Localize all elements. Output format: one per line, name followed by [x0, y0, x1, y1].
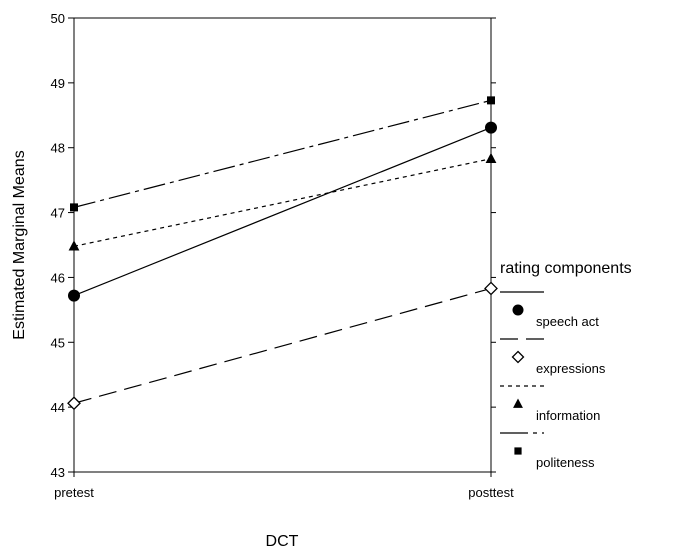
data-point-circle — [512, 304, 524, 316]
data-point-triangle — [485, 152, 497, 163]
legend-label: expressions — [536, 361, 606, 376]
y-axis-title: Estimated Marginal Means — [11, 150, 28, 339]
data-point-triangle — [513, 398, 523, 408]
legend-label: information — [536, 408, 600, 423]
data-point-diamond — [484, 281, 498, 296]
series-line — [73, 158, 492, 247]
data-point-square — [514, 447, 522, 455]
y-tick-label: 50 — [51, 11, 65, 26]
legend-item-politeness: politeness — [500, 432, 595, 470]
y-tick-label: 43 — [51, 465, 65, 480]
series-speech-act — [68, 121, 497, 302]
x-axis-title: DCT — [266, 533, 299, 548]
data-point-triangle — [68, 240, 80, 251]
y-tick-label: 47 — [51, 206, 65, 221]
y-tick-label: 49 — [51, 76, 65, 91]
y-tick-label: 46 — [51, 270, 65, 285]
series-politeness — [70, 96, 495, 212]
data-point-square — [70, 203, 78, 212]
legend: rating components speech act expressions i… — [500, 260, 632, 470]
x-tick-label: posttest — [468, 485, 514, 500]
y-axis: 43 44 45 46 47 48 49 50 — [51, 11, 496, 480]
series-information — [68, 152, 497, 251]
series-line — [73, 287, 492, 404]
plot-frame — [73, 17, 492, 473]
legend-label: politeness — [536, 455, 595, 470]
series-layer — [67, 96, 498, 411]
x-tick-label: pretest — [54, 485, 94, 500]
legend-item-speech-act: speech act — [500, 291, 599, 329]
series-line — [73, 99, 492, 208]
data-point-diamond — [67, 396, 81, 411]
plot-border — [73, 17, 492, 473]
data-point-circle — [68, 289, 80, 302]
y-tick-label: 44 — [51, 400, 65, 415]
y-tick-label: 45 — [51, 335, 65, 350]
series-line — [73, 127, 492, 297]
y-tick-label: 48 — [51, 141, 65, 156]
legend-item-information: information — [500, 385, 600, 423]
x-axis: pretest posttest — [54, 472, 514, 500]
legend-title: rating components — [500, 260, 632, 277]
legend-item-expressions: expressions — [500, 338, 606, 376]
data-point-diamond — [511, 350, 525, 364]
series-expressions — [67, 281, 498, 411]
data-point-square — [487, 96, 495, 105]
data-point-circle — [485, 121, 497, 134]
legend-label: speech act — [536, 314, 599, 329]
